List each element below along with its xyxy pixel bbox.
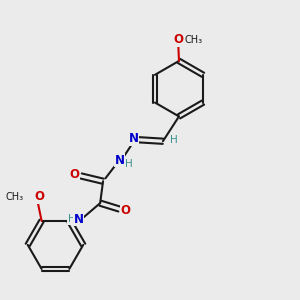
Text: O: O: [121, 204, 130, 217]
Text: CH₃: CH₃: [6, 192, 24, 202]
Text: N: N: [129, 132, 139, 146]
Text: O: O: [69, 168, 79, 181]
Text: H: H: [170, 135, 178, 145]
Text: N: N: [114, 154, 124, 167]
Text: O: O: [34, 190, 44, 203]
Text: CH₃: CH₃: [184, 35, 202, 45]
Text: H: H: [68, 214, 75, 224]
Text: O: O: [173, 33, 183, 46]
Text: N: N: [74, 213, 84, 226]
Text: H: H: [125, 159, 133, 169]
